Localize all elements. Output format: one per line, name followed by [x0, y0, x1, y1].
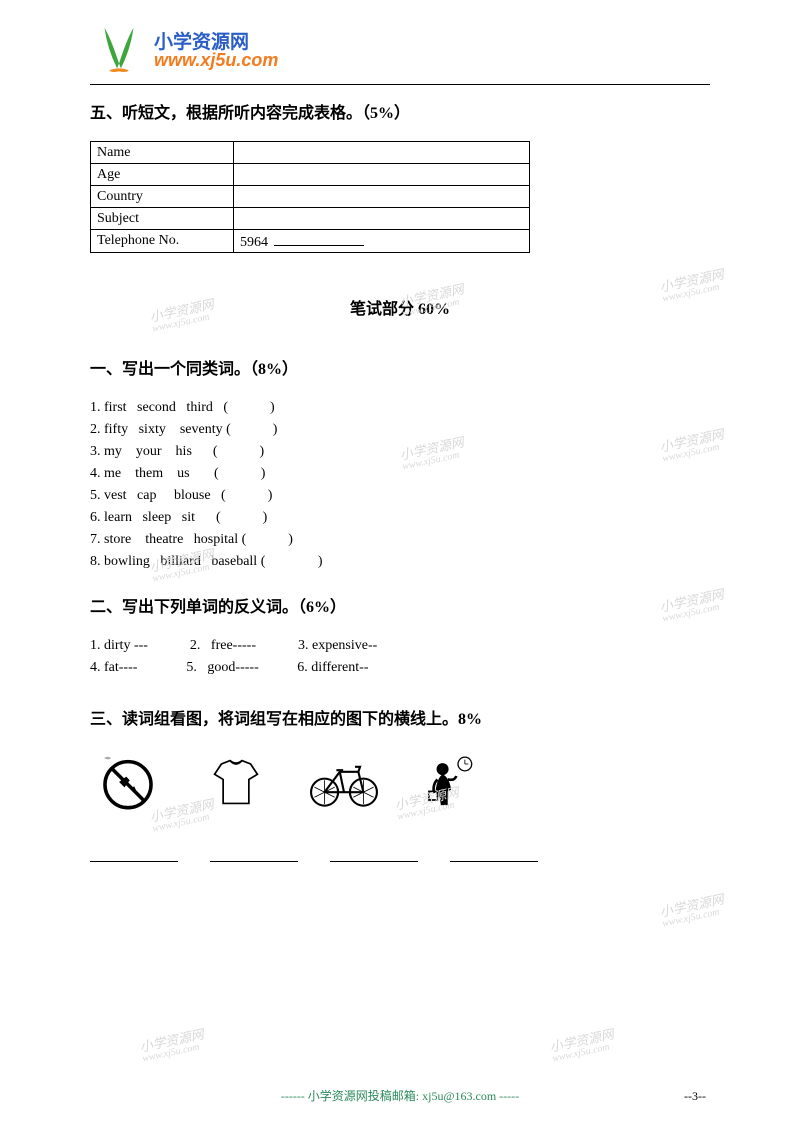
watermark-stamp: 小学资源网www.xj5u.com [548, 1024, 617, 1065]
header-divider [90, 84, 710, 85]
table-row: Telephone No. 5964 [91, 230, 530, 253]
fill-blank[interactable] [330, 847, 418, 862]
page-number: --3-- [684, 1089, 706, 1104]
image-tshirt [198, 747, 274, 817]
person-clock-icon [422, 750, 482, 814]
list-item: 4. me them us ( ) [90, 463, 710, 485]
cell-value[interactable] [234, 164, 530, 186]
list-item: 6. learn sleep sit ( ) [90, 507, 710, 529]
fill-blank[interactable] [274, 231, 364, 246]
cell-value[interactable] [234, 186, 530, 208]
cell-label: Subject [91, 208, 234, 230]
q1-title: 一、写出一个同类词。（8%） [90, 355, 710, 379]
tshirt-icon [206, 752, 266, 812]
watermark-stamp: 小学资源网www.xj5u.com [138, 1024, 207, 1065]
list-item: 7. store theatre hospital ( ) [90, 529, 710, 551]
image-no-littering [90, 747, 166, 817]
listening-table: Name Age Country Subject Telephone No. 5… [90, 141, 530, 253]
cell-value[interactable]: 5964 [234, 230, 530, 253]
antonym-row: 1. dirty --- 2. free----- 3. expensive-- [90, 635, 710, 657]
fill-blank[interactable] [450, 847, 538, 862]
page-container: 小学资源网 www.xj5u.com 五、听短文，根据所听内容完成表格。（5%）… [0, 0, 800, 902]
table-row: Subject [91, 208, 530, 230]
written-part-title: 笔试部分 60% [90, 295, 710, 319]
image-person-clock [414, 747, 490, 817]
logo-url: www.xj5u.com [154, 50, 278, 71]
list-item: 3. my your his ( ) [90, 441, 710, 463]
bicycle-icon [306, 754, 382, 810]
leaf-logo-icon [90, 20, 148, 78]
section5-title: 五、听短文，根据所听内容完成表格。（5%） [90, 99, 710, 123]
image-bicycle [306, 747, 382, 817]
cell-label: Name [91, 142, 234, 164]
fill-blank[interactable] [210, 847, 298, 862]
cell-label: Telephone No. [91, 230, 234, 253]
phone-prefix: 5964 [240, 235, 268, 250]
cell-value[interactable] [234, 142, 530, 164]
q2-title: 二、写出下列单词的反义词。（6%） [90, 593, 710, 617]
page-footer: ------ 小学资源网投稿邮箱: xj5u@163.com ----- [0, 1087, 800, 1104]
q1-list: 1. first second third ( ) 2. fifty sixty… [90, 397, 710, 573]
list-item: 2. fifty sixty seventy ( ) [90, 419, 710, 441]
list-item: 5. vest cap blouse ( ) [90, 485, 710, 507]
site-logo: 小学资源网 www.xj5u.com [90, 20, 710, 78]
table-row: Age [91, 164, 530, 186]
fill-blank[interactable] [90, 847, 178, 862]
table-row: Name [91, 142, 530, 164]
antonym-row: 4. fat---- 5. good----- 6. different-- [90, 657, 710, 679]
q2-list: 1. dirty --- 2. free----- 3. expensive--… [90, 635, 710, 679]
q3-images [90, 747, 710, 817]
list-item: 8. bowling billiard baseball ( ) [90, 551, 710, 573]
prohibition-icon [97, 751, 159, 813]
logo-text-block: 小学资源网 www.xj5u.com [154, 27, 278, 71]
cell-value[interactable] [234, 208, 530, 230]
q3-answer-lines [90, 847, 710, 862]
list-item: 1. first second third ( ) [90, 397, 710, 419]
cell-label: Country [91, 186, 234, 208]
cell-label: Age [91, 164, 234, 186]
q3-title: 三、读词组看图，将词组写在相应的图下的横线上。8% [90, 705, 710, 729]
table-row: Country [91, 186, 530, 208]
